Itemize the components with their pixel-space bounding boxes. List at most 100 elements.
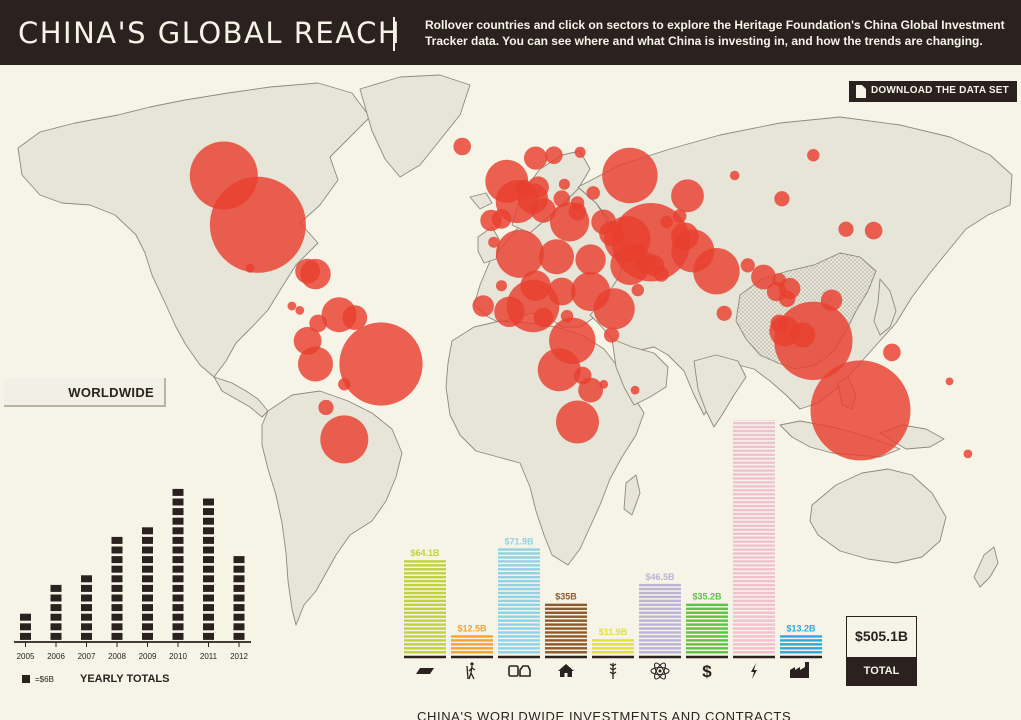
year-bar-2012[interactable] [233, 556, 245, 640]
sector-bar-factory[interactable] [780, 635, 822, 654]
bubble-chile[interactable] [318, 399, 334, 416]
sector-chart[interactable]: $64.1B $12.5B $71.9B $35B $11.9B $46.5B $35.2B… [398, 420, 838, 710]
bubble-belgium[interactable] [515, 179, 533, 198]
sector-bar-lightning[interactable] [733, 420, 775, 654]
bubble-ukraine[interactable] [586, 186, 600, 200]
world-map[interactable] [0, 65, 1021, 720]
bubble-kazakhstan[interactable] [671, 179, 704, 213]
bubble-poland[interactable] [558, 178, 570, 190]
south-america-landmass[interactable] [261, 390, 403, 626]
bubble-morocco[interactable] [488, 236, 500, 248]
bubble-south-korea[interactable] [838, 221, 854, 237]
madagascar-landmass[interactable] [623, 474, 641, 516]
bubble-canada[interactable] [189, 141, 258, 210]
bubble-western-siberia[interactable] [729, 170, 740, 181]
bubble-colombia[interactable] [309, 314, 327, 333]
bubble-mali[interactable] [496, 280, 507, 292]
bubble-costa-rica[interactable] [287, 301, 297, 311]
new-zealand-landmass[interactable] [973, 546, 999, 588]
lightning-icon[interactable] [751, 663, 757, 679]
india-landmass[interactable] [693, 354, 747, 428]
house-icon[interactable] [558, 664, 574, 677]
bubble-algeria[interactable] [495, 229, 544, 278]
bubble-ecuador[interactable] [293, 326, 322, 355]
bubble-guinea[interactable] [472, 295, 494, 317]
year-bar-2009[interactable] [142, 527, 153, 640]
atom-icon[interactable] [650, 661, 670, 680]
arabia-landmass[interactable] [611, 338, 669, 406]
central-america-landmass[interactable] [213, 376, 269, 418]
bubble-panama[interactable] [295, 306, 305, 315]
year-bar-2011[interactable] [203, 498, 214, 640]
bubble-cambodia[interactable] [778, 290, 796, 308]
bubble-bangladesh[interactable] [740, 258, 755, 273]
bubble-oman[interactable] [653, 266, 669, 282]
bubble-sudan[interactable] [571, 271, 611, 312]
sector-bar-house[interactable] [545, 603, 587, 654]
greenland-landmass[interactable] [359, 74, 471, 178]
bubble-angola[interactable] [537, 348, 581, 392]
transport-icon[interactable] [508, 665, 531, 677]
bubble-layer[interactable] [189, 137, 973, 464]
bubble-mozambique[interactable] [599, 379, 609, 389]
bubble-russia-far-east[interactable] [807, 149, 820, 162]
bubble-vanuatu[interactable] [945, 377, 954, 386]
bubble-hungary[interactable] [553, 190, 571, 207]
bubble-turkmenistan[interactable] [660, 215, 673, 229]
bubble-australia[interactable] [810, 360, 911, 461]
bubble-germany[interactable] [527, 176, 549, 198]
iceland-landmass[interactable] [469, 192, 493, 210]
north-america-landmass[interactable] [17, 82, 371, 378]
bubble-papua-new-guinea[interactable] [883, 343, 901, 362]
bubble-egypt[interactable] [575, 244, 606, 275]
sector-bar-wheat[interactable] [592, 639, 634, 654]
bubble-chad[interactable] [547, 277, 576, 306]
bubble-guyana[interactable] [342, 305, 368, 330]
factory-icon[interactable] [790, 662, 809, 678]
walker-icon[interactable] [466, 662, 476, 680]
bubble-sweden[interactable] [545, 146, 563, 164]
bubble-yemen[interactable] [631, 283, 644, 297]
dollar-icon[interactable]: $ [702, 662, 712, 681]
wheat-icon[interactable] [609, 663, 617, 679]
year-bar-2008[interactable] [111, 536, 123, 640]
bubble-central-african-republic[interactable] [560, 309, 574, 323]
bubble-kuwait[interactable] [630, 243, 646, 259]
bubble-afghanistan[interactable] [671, 222, 699, 251]
bubble-iceland[interactable] [453, 137, 472, 156]
year-bar-2010[interactable] [172, 488, 184, 640]
year-bar-2005[interactable] [20, 613, 31, 640]
bubble-cameroon[interactable] [533, 307, 554, 328]
bubble-argentina[interactable] [320, 415, 369, 464]
bubble-borneo[interactable] [790, 322, 816, 348]
bubble-malaysia[interactable] [770, 314, 788, 333]
region-selector[interactable]: WORLDWIDE [4, 378, 166, 407]
bubble-myanmar[interactable] [751, 264, 776, 290]
bubble-south-africa[interactable] [556, 400, 599, 444]
sector-bar-transport[interactable] [498, 548, 540, 654]
bubble-italy[interactable] [531, 197, 556, 223]
bubble-mexico[interactable] [245, 263, 255, 273]
bubble-norway[interactable] [524, 146, 548, 170]
download-button[interactable]: DOWNLOAD THE DATA SET [849, 81, 1017, 102]
bubble-romania[interactable] [570, 196, 585, 210]
year-bar-2007[interactable] [81, 575, 92, 640]
bubble-russia[interactable] [602, 147, 658, 204]
bubble-niger[interactable] [520, 270, 551, 301]
bubble-finland[interactable] [574, 146, 586, 158]
sector-bar-metal-bar[interactable] [404, 560, 446, 654]
bubble-sri-lanka[interactable] [716, 305, 732, 321]
metal-bar-icon[interactable] [416, 668, 434, 674]
bubble-ghana[interactable] [494, 296, 525, 327]
year-bar-2006[interactable] [50, 584, 62, 640]
bubble-libya[interactable] [539, 239, 574, 275]
bubble-new-zealand[interactable] [963, 449, 973, 459]
australia-landmass[interactable] [809, 468, 947, 564]
bubble-kenya[interactable] [604, 327, 620, 343]
sector-bar-walker[interactable] [451, 635, 493, 654]
japan-landmass[interactable] [873, 278, 897, 336]
sector-bar-dollar[interactable] [686, 603, 728, 654]
sector-bar-atom[interactable] [639, 583, 681, 654]
bubble-bolivia[interactable] [338, 378, 351, 391]
bubble-syria[interactable] [599, 221, 624, 246]
